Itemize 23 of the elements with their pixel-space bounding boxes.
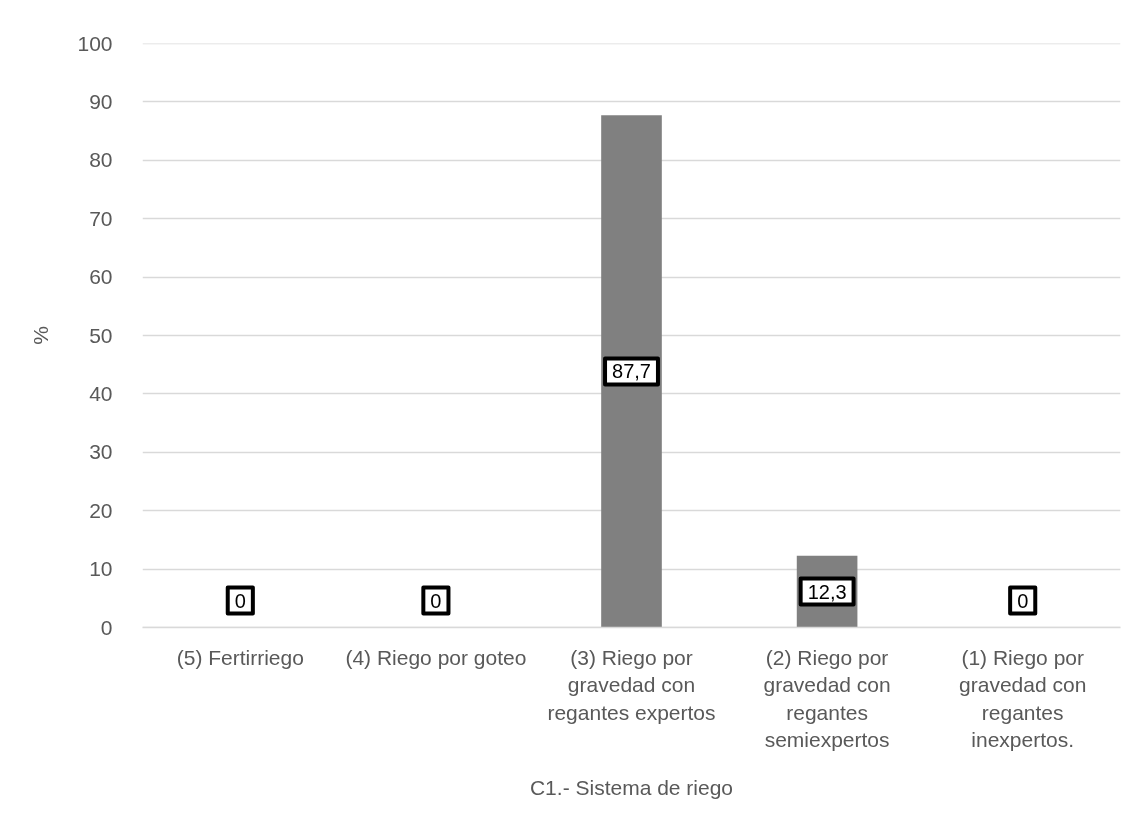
data-label: 0 — [234, 589, 246, 612]
x-tick-label: (2) Riego por gravedad con regantes semiexpertos — [763, 645, 891, 752]
y-tick-label: 50 — [89, 323, 113, 347]
y-tick-label: 100 — [77, 31, 113, 55]
y-tick-label: 70 — [89, 206, 113, 230]
x-axis-title: C1.- Sistema de riego — [529, 776, 734, 800]
y-tick-label: 30 — [89, 440, 113, 464]
y-tick-label: 20 — [89, 498, 113, 522]
data-label: 0 — [430, 589, 442, 612]
data-label: 0 — [1017, 589, 1029, 612]
data-label: 87,7 — [612, 360, 651, 383]
data-label: 12,3 — [807, 580, 847, 603]
x-tick-label: (3) Riego por gravedad con regantes expertos — [547, 645, 716, 724]
y-tick-label: 0 — [100, 615, 113, 639]
x-tick-label: (5) Fertirriego — [176, 645, 304, 669]
x-tick-label: (4) Riego por goteo — [345, 645, 527, 669]
y-tick-label: 40 — [89, 381, 113, 405]
y-tick-label: 10 — [89, 557, 113, 581]
y-tick-label: 80 — [89, 148, 113, 172]
x-tick-label: (1) Riego por gravedad con regantes inexpertos. — [959, 645, 1087, 752]
y-tick-label: 60 — [89, 265, 113, 289]
y-tick-label: 90 — [89, 89, 113, 113]
y-axis-title: % — [29, 326, 53, 345]
